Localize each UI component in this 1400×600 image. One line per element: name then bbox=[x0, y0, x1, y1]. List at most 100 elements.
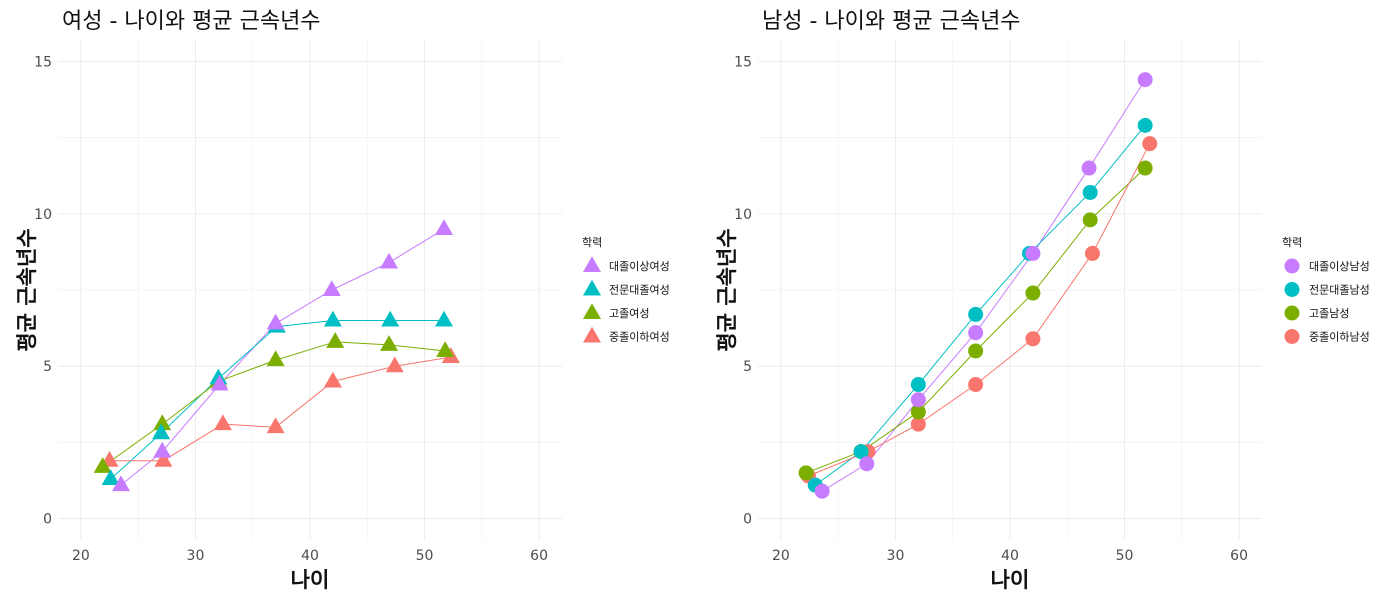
male-data-point bbox=[1137, 117, 1153, 133]
male-data-point bbox=[968, 325, 984, 341]
female-x-axis-label: 나이 bbox=[291, 568, 330, 592]
female-data-point bbox=[93, 457, 112, 473]
female-y-tick-label: 15 bbox=[34, 54, 52, 70]
female-data-point bbox=[380, 252, 399, 269]
male-x-axis-label: 나이 bbox=[991, 568, 1030, 592]
male-legend-key-2 bbox=[1284, 305, 1300, 321]
male-data-point bbox=[968, 343, 984, 359]
female-x-tick-label: 30 bbox=[187, 548, 205, 564]
male-x-tick-label: 60 bbox=[1230, 548, 1248, 564]
male-series-points-0 bbox=[814, 72, 1153, 499]
male-data-point bbox=[910, 404, 926, 420]
female-data-point bbox=[323, 371, 342, 388]
female-series-points-1 bbox=[101, 310, 454, 486]
male-series-line-0 bbox=[821, 79, 1146, 492]
female-legend-title: 학력 bbox=[582, 236, 602, 249]
female-legend-key-3 bbox=[583, 326, 601, 343]
female-data-point bbox=[101, 469, 120, 486]
female-data-point bbox=[436, 341, 455, 357]
male-legend-label-2: 고졸남성 bbox=[1309, 307, 1349, 320]
female-data-point bbox=[266, 313, 285, 330]
male-series-line-1 bbox=[814, 125, 1146, 486]
male-x-tick-label: 20 bbox=[772, 548, 790, 564]
male-y-tick-label: 15 bbox=[734, 54, 752, 70]
male-y-tick-label: 10 bbox=[734, 207, 752, 223]
male-chart-title: 남성 - 나이와 평균 근속년수 bbox=[762, 9, 1021, 34]
female-y-tick-label: 10 bbox=[34, 207, 52, 223]
male-data-point bbox=[1025, 331, 1041, 347]
female-data-point bbox=[380, 335, 399, 351]
male-legend-key-0 bbox=[1284, 258, 1300, 274]
male-legend-title: 학력 bbox=[1282, 236, 1302, 249]
female-data-point bbox=[213, 414, 232, 431]
female-x-tick-label: 60 bbox=[530, 548, 548, 564]
female-data-point bbox=[266, 350, 285, 367]
male-y-tick-label: 5 bbox=[743, 359, 752, 375]
male-data-point bbox=[853, 444, 869, 460]
female-data-point bbox=[322, 280, 341, 296]
male-data-point bbox=[1082, 184, 1098, 200]
male-data-point bbox=[859, 456, 875, 472]
male-y-axis-label: 평균 근속년수 bbox=[715, 228, 739, 351]
female-data-point bbox=[112, 475, 130, 492]
male-data-point bbox=[1137, 72, 1153, 88]
male-legend-key-3 bbox=[1284, 329, 1300, 344]
male-x-tick-label: 50 bbox=[1116, 548, 1134, 564]
male-data-point bbox=[910, 392, 926, 408]
female-data-point bbox=[326, 332, 345, 348]
female-data-point bbox=[435, 310, 454, 327]
male-data-point bbox=[1084, 245, 1100, 261]
female-data-point bbox=[266, 417, 285, 434]
female-data-point bbox=[153, 414, 172, 431]
male-data-point bbox=[814, 483, 830, 499]
male-x-tick-label: 30 bbox=[887, 548, 905, 564]
female-data-point bbox=[435, 219, 454, 236]
male-legend-label-3: 중졸이하남성 bbox=[1309, 330, 1370, 344]
female-data-point bbox=[210, 374, 229, 391]
female-data-point bbox=[154, 450, 173, 467]
female-chart-title: 여성 - 나이와 평균 근속년수 bbox=[62, 9, 321, 34]
female-x-tick-label: 50 bbox=[416, 548, 434, 564]
male-data-point bbox=[1025, 285, 1041, 301]
female-data-point bbox=[385, 356, 404, 373]
male-legend-label-0: 대졸이상남성 bbox=[1309, 260, 1370, 273]
male-legend-label-1: 전문대졸남성 bbox=[1309, 284, 1370, 297]
male-data-point bbox=[1137, 160, 1153, 176]
female-y-axis-label: 평균 근속년수 bbox=[15, 228, 39, 351]
male-x-tick-label: 40 bbox=[1001, 548, 1019, 564]
female-data-point bbox=[381, 310, 400, 327]
male-data-point bbox=[968, 377, 984, 393]
female-legend-label-2: 고졸여성 bbox=[609, 307, 649, 320]
male-data-point bbox=[1081, 160, 1097, 176]
female-series-points-2 bbox=[93, 332, 455, 473]
female-legend-key-2 bbox=[583, 303, 601, 319]
female-x-tick-label: 20 bbox=[72, 548, 90, 564]
female-legend-label-1: 전문대졸여성 bbox=[609, 284, 670, 297]
female-data-point bbox=[209, 368, 228, 385]
male-series-points-1 bbox=[807, 117, 1153, 493]
female-data-point bbox=[153, 441, 172, 458]
female-x-tick-label: 40 bbox=[301, 548, 319, 564]
male-data-point bbox=[798, 465, 814, 481]
male-y-tick-label: 0 bbox=[743, 512, 752, 528]
male-data-point bbox=[1025, 245, 1041, 261]
male-data-point bbox=[968, 306, 984, 322]
female-series-points-0 bbox=[112, 219, 454, 492]
female-y-tick-label: 0 bbox=[43, 512, 52, 528]
male-data-point bbox=[1142, 136, 1158, 152]
female-data-point bbox=[152, 423, 171, 440]
female-legend-key-1 bbox=[583, 279, 601, 296]
male-legend-key-1 bbox=[1284, 282, 1300, 297]
female-legend-key-0 bbox=[583, 256, 601, 272]
male-data-point bbox=[910, 416, 926, 432]
female-y-tick-label: 5 bbox=[43, 359, 52, 375]
male-data-point bbox=[1082, 212, 1098, 228]
female-legend-label-3: 중졸이하여성 bbox=[609, 330, 670, 344]
female-legend-label-0: 대졸이상여성 bbox=[609, 260, 670, 273]
